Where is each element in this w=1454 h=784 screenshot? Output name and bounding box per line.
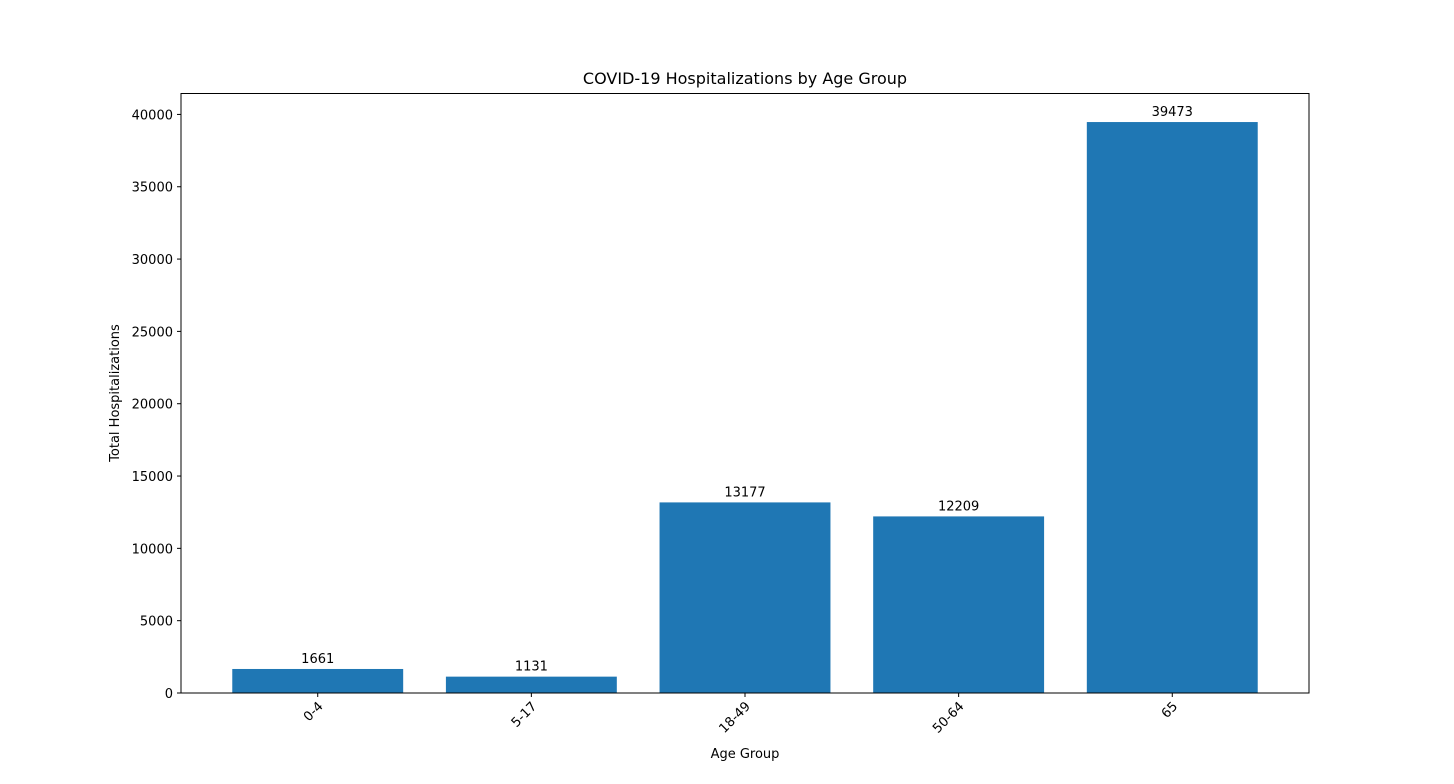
bar-labels-layer: 1661 1131 13177 12209 39473 — [301, 105, 1193, 675]
bar-5-17 — [445, 676, 617, 693]
y-axis: 0 5000 10000 15000 20000 25000 30000 35000 40000 — [132, 108, 181, 702]
y-axis-label: Total Hospitalizations — [108, 324, 123, 463]
x-tick-label: 65 — [1159, 699, 1181, 721]
y-tick-label: 25000 — [132, 325, 173, 340]
y-tick-label: 30000 — [132, 253, 173, 268]
y-tick-label: 20000 — [132, 398, 173, 413]
bar-value-label: 12209 — [938, 499, 979, 514]
y-tick-label: 5000 — [140, 615, 173, 630]
x-tick-label: 0-4 — [301, 699, 327, 725]
x-tick-label: 5-17 — [509, 699, 540, 730]
bar-18-49 — [659, 502, 831, 693]
bar-value-label: 1661 — [301, 652, 334, 667]
bar-value-label: 13177 — [724, 485, 765, 500]
x-axis: 0-4 5-17 18-49 50-64 65 — [301, 693, 1181, 737]
bar-value-label: 1131 — [515, 660, 548, 675]
x-axis-label: Age Group — [711, 747, 780, 762]
chart-title: COVID-19 Hospitalizations by Age Group — [583, 69, 907, 88]
bar-50-64 — [873, 516, 1045, 693]
y-tick-label: 15000 — [132, 470, 173, 485]
x-tick-label: 18-49 — [717, 699, 754, 736]
x-tick-label: 50-64 — [930, 699, 967, 736]
bars-layer — [232, 122, 1258, 694]
bar-0-4 — [232, 668, 404, 693]
y-tick-label: 10000 — [132, 542, 173, 557]
bar-65 — [1086, 122, 1258, 694]
bar-value-label: 39473 — [1152, 105, 1193, 120]
y-tick-label: 35000 — [132, 181, 173, 196]
y-tick-label: 0 — [165, 687, 173, 702]
y-tick-label: 40000 — [132, 108, 173, 123]
